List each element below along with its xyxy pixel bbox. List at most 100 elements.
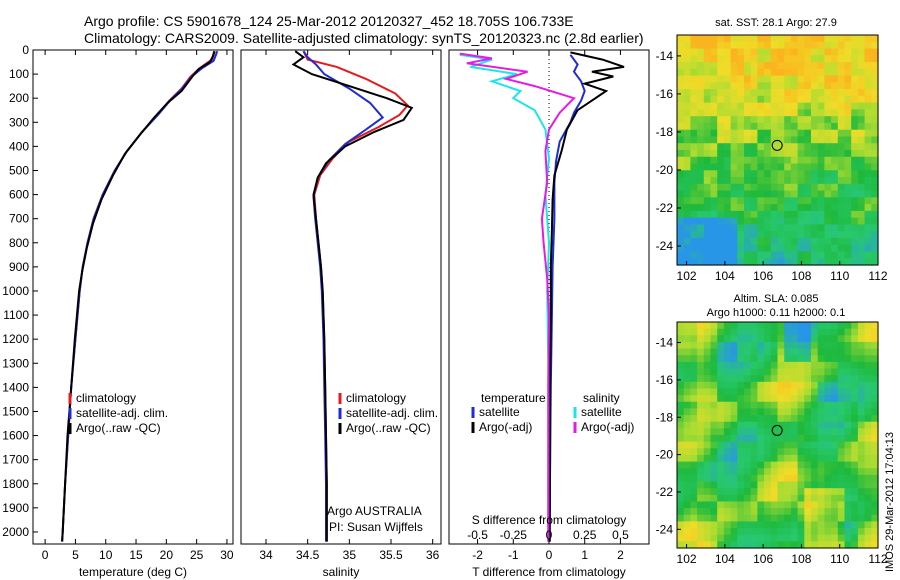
- map-cell: [804, 494, 812, 503]
- map-cell: [683, 408, 691, 416]
- map-cell: [750, 541, 758, 549]
- lat-tick-label-2: -18: [656, 410, 674, 424]
- map-cell: [811, 528, 819, 536]
- map-cell: [764, 355, 772, 363]
- map-cell: [764, 395, 772, 403]
- map-cell: [871, 508, 879, 516]
- map-cell: [750, 421, 758, 429]
- map-cell: [871, 541, 879, 549]
- map-cell: [837, 102, 846, 111]
- x-tick-label-4: 36: [426, 548, 440, 562]
- map-cell: [723, 48, 732, 56]
- map-cell: [690, 129, 698, 138]
- map-cell: [790, 494, 799, 503]
- map-cell: [831, 35, 839, 43]
- map-cell: [723, 461, 732, 469]
- map-cell: [790, 521, 799, 529]
- map-cell: [683, 428, 691, 436]
- map-cell: [804, 541, 812, 549]
- map-cell: [811, 122, 819, 131]
- map-cell: [811, 231, 819, 239]
- map-cell: [737, 170, 745, 178]
- map-cell: [864, 401, 872, 410]
- map-cell: [717, 62, 725, 70]
- map-cell: [864, 534, 872, 542]
- map-cell: [744, 348, 752, 356]
- map-cell: [784, 335, 792, 343]
- map-cell: [857, 204, 866, 212]
- map-cell: [744, 468, 752, 476]
- map-cell: [677, 461, 685, 469]
- map-cell: [784, 421, 792, 429]
- map-cell: [864, 102, 872, 111]
- map-cell: [730, 177, 738, 185]
- map-cell: [717, 328, 725, 336]
- map-cell: [871, 75, 879, 83]
- map-cell: [851, 35, 859, 43]
- map-cell: [784, 75, 792, 83]
- map-cell: [777, 231, 785, 239]
- map-cell: [737, 224, 745, 232]
- map-cell: [703, 136, 712, 144]
- map-cell: [723, 89, 732, 97]
- map-cell: [737, 322, 745, 330]
- map-cell: [851, 251, 859, 259]
- map-cell: [844, 136, 852, 144]
- map-cell: [737, 197, 745, 205]
- map-cell: [837, 210, 846, 219]
- map-cell: [730, 441, 738, 449]
- map-cell: [757, 102, 765, 111]
- map-cell: [723, 95, 732, 104]
- map-cell: [710, 381, 718, 390]
- map-cell: [703, 190, 712, 198]
- map-cell: [697, 488, 705, 496]
- map-cell: [683, 534, 691, 542]
- map-cell: [690, 514, 698, 523]
- map-cell: [690, 401, 698, 410]
- map-cell: [710, 170, 718, 178]
- map-cell: [790, 116, 799, 124]
- map-cell: [677, 421, 685, 429]
- map-cell: [677, 501, 685, 509]
- map-cell: [837, 231, 846, 239]
- map-cell: [770, 136, 779, 144]
- map-cell: [730, 197, 738, 205]
- map-cell: [777, 408, 785, 416]
- map-cell: [744, 82, 752, 90]
- map-cell: [797, 190, 805, 198]
- map-cell: [790, 435, 799, 443]
- map-cell: [690, 68, 698, 77]
- map-cell: [737, 55, 745, 63]
- map-cell: [804, 421, 812, 429]
- map-cell: [824, 481, 832, 489]
- map-cell: [697, 328, 705, 336]
- map-cell: [864, 494, 872, 503]
- imos-timestamp: IMOS 29-Mar-2012 17:04:13: [884, 432, 896, 572]
- map-cell: [851, 150, 859, 158]
- map-cell: [744, 421, 752, 429]
- map-cell: [804, 116, 812, 124]
- map-cell: [750, 82, 758, 90]
- map-cell: [770, 368, 779, 376]
- map-cell: [804, 150, 812, 158]
- map-cell: [851, 244, 859, 253]
- map-cell: [831, 183, 839, 192]
- y-tick-label-1: 100: [9, 67, 29, 81]
- map-cell: [784, 217, 792, 226]
- map-cell: [757, 95, 765, 104]
- map-cell: [804, 328, 812, 336]
- map-cell: [844, 156, 852, 165]
- map-cell: [851, 143, 859, 151]
- map-cell: [797, 381, 805, 390]
- map-cell: [851, 183, 859, 192]
- map-cell: [750, 48, 758, 56]
- map-cell: [777, 335, 785, 343]
- map-cell: [864, 190, 872, 198]
- map-cell: [703, 62, 712, 70]
- map-cell: [717, 109, 725, 117]
- map-cell: [851, 129, 859, 138]
- map-cell: [770, 217, 779, 226]
- map-cell: [677, 415, 685, 423]
- sst-map-panel: sat. SST: 28.1 Argo: 27.9 102 104 106 108 11…: [656, 17, 888, 283]
